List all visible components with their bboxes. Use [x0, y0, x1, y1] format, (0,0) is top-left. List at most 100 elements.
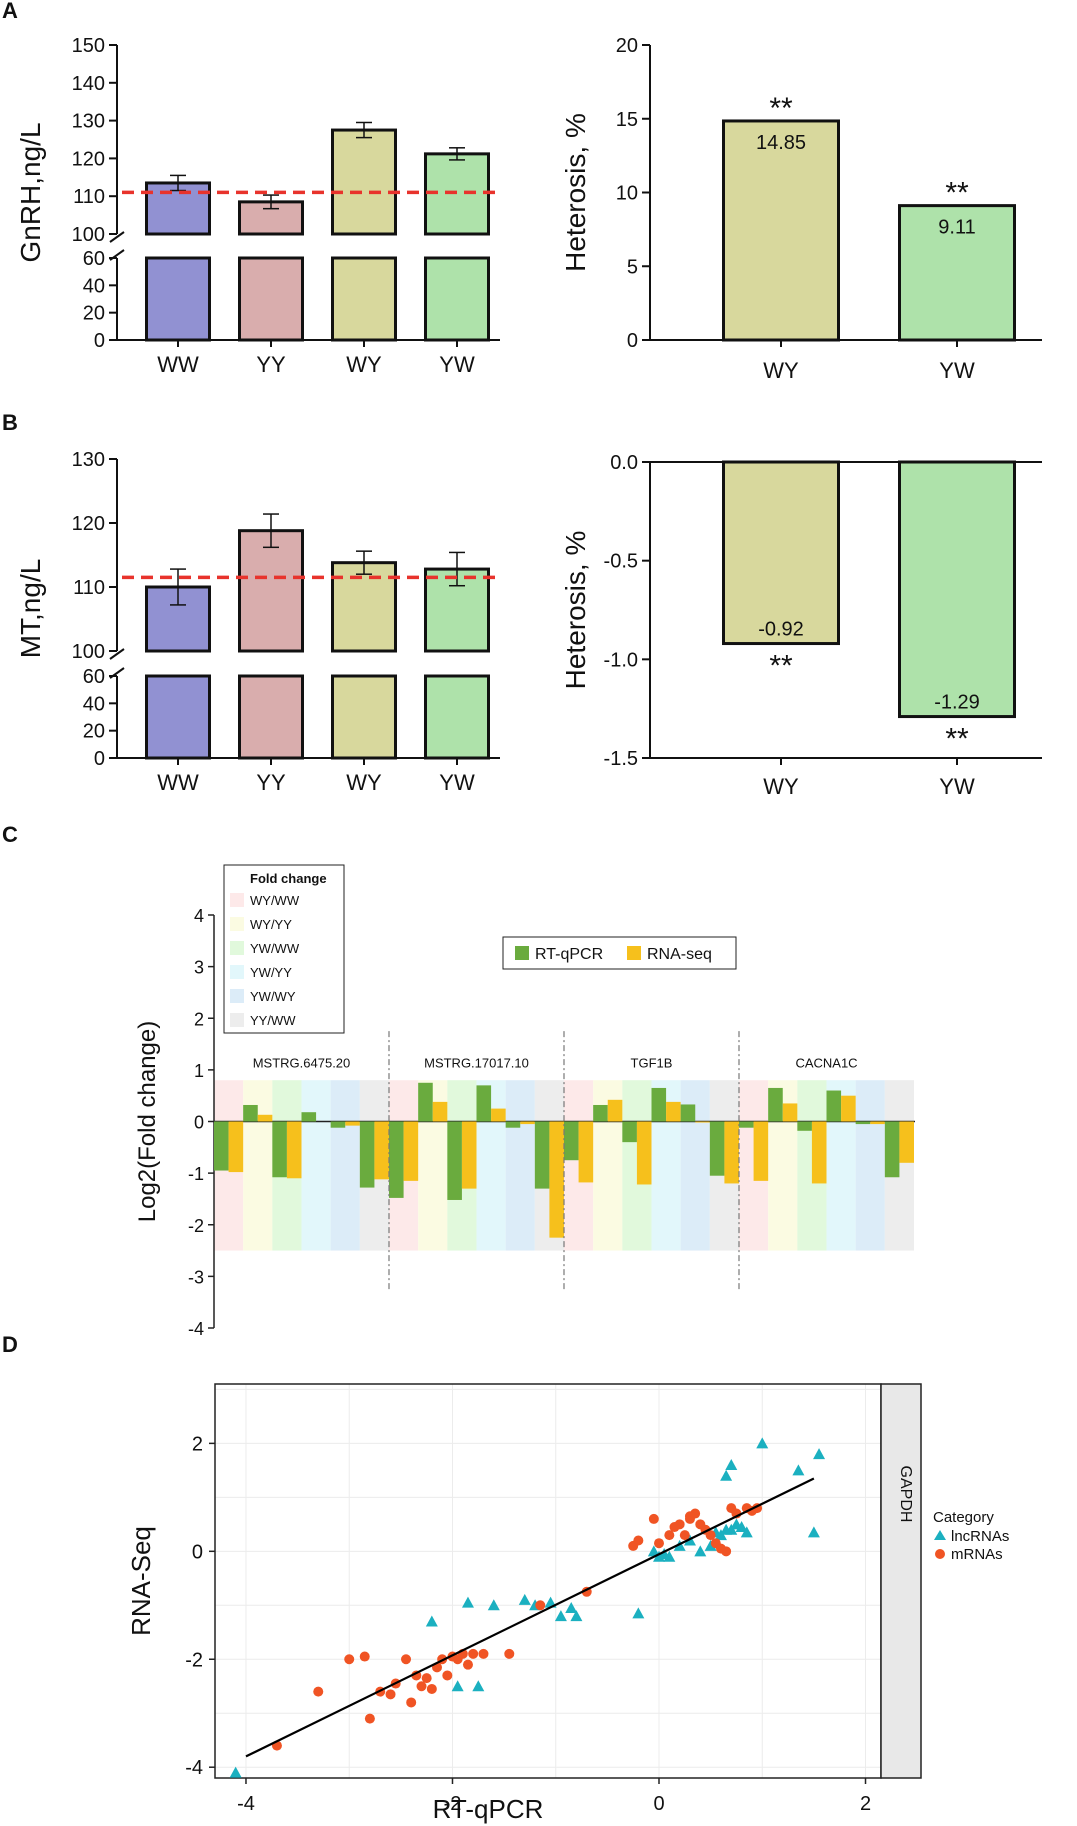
bar-rnaseq	[578, 1121, 594, 1183]
comparison-bg	[505, 1080, 535, 1251]
y-tick-label: -2	[185, 1649, 203, 1671]
y-tick-label: 15	[616, 109, 638, 131]
significance-mark: **	[945, 177, 969, 210]
y-tick-label: -4	[185, 1757, 203, 1779]
point-lncrna	[487, 1599, 500, 1611]
y-axis-title: Heterosis, %	[560, 531, 591, 690]
legend-label-mrna: mRNAs	[951, 1546, 1003, 1563]
bar-rnaseq	[666, 1101, 681, 1122]
point-lncrna	[461, 1596, 474, 1608]
bar-rnaseq	[753, 1121, 769, 1181]
bar-rnaseq	[286, 1121, 302, 1179]
fold-change-legend-label: WY/YY	[250, 917, 292, 932]
y-tick-label: 40	[83, 275, 105, 297]
bar-rnaseq	[636, 1121, 652, 1185]
panel-label-c: C	[2, 822, 18, 847]
point-lncrna	[518, 1593, 531, 1605]
y-tick-label: 20	[83, 303, 105, 325]
point-mrna	[364, 1713, 375, 1724]
point-lncrna	[663, 1550, 676, 1562]
point-mrna	[664, 1530, 675, 1541]
y-tick-label: 0	[94, 748, 105, 770]
bar-rtqpcr	[826, 1090, 842, 1122]
point-lncrna	[554, 1610, 567, 1622]
bar-upper-wy	[331, 561, 397, 653]
y-tick-label: 120	[72, 513, 105, 535]
x-tick-label: YW	[939, 774, 975, 799]
y-tick-label: 140	[72, 73, 105, 95]
fold-change-legend-label: YW/WY	[250, 989, 296, 1004]
bar-rtqpcr	[680, 1104, 696, 1122]
point-mrna	[344, 1654, 355, 1665]
point-mrna	[416, 1681, 427, 1692]
bar-rnaseq	[724, 1121, 739, 1184]
gnrh-heterosis-chart: 0 5 10 15 20 Heterosis, % 14.85 ** WY 9.11 ** YW	[560, 35, 1042, 383]
bar-rtqpcr	[709, 1121, 725, 1176]
bar-rnaseq	[403, 1121, 419, 1181]
y-tick-label: 0	[194, 1113, 204, 1133]
point-lncrna	[756, 1437, 769, 1449]
y-tick-label: 110	[73, 186, 105, 208]
value-label: 14.85	[756, 132, 806, 154]
bar-rnaseq	[899, 1121, 914, 1163]
fit-line	[245, 1477, 815, 1758]
bar-rtqpcr	[739, 1121, 754, 1128]
bar-yw	[898, 204, 1016, 342]
point-mrna	[478, 1648, 489, 1659]
x-tick-label: YW	[439, 352, 475, 377]
point-lncrna	[229, 1766, 242, 1778]
bar-rtqpcr	[359, 1121, 375, 1188]
legend-marker-mrna	[935, 1549, 945, 1559]
x-tick-label: YY	[256, 770, 286, 795]
legend-label-rtqpcr: RT-qPCR	[535, 946, 603, 963]
x-tick-label: -4	[237, 1793, 255, 1815]
y-tick-label: 150	[72, 35, 105, 57]
bar-rnaseq	[782, 1103, 798, 1122]
bar-rtqpcr	[389, 1121, 404, 1198]
bar-rtqpcr	[884, 1121, 900, 1178]
y-tick-label: -1	[188, 1164, 204, 1184]
y-tick-label: 2	[194, 1009, 204, 1029]
point-mrna	[442, 1670, 453, 1681]
bar-rtqpcr	[797, 1121, 812, 1131]
bar-rtqpcr	[651, 1087, 667, 1122]
point-mrna	[654, 1538, 664, 1549]
bar-rtqpcr	[622, 1121, 637, 1143]
fold-change-legend-swatch	[230, 893, 244, 907]
y-tick-label: -2	[188, 1216, 204, 1236]
facet-strip	[880, 1383, 922, 1779]
comparison-bg	[301, 1080, 331, 1251]
point-lncrna	[472, 1680, 485, 1692]
point-lncrna	[673, 1539, 686, 1551]
legend-label-rnaseq: RNA-seq	[647, 946, 712, 963]
point-mrna	[468, 1648, 479, 1659]
y-tick-label: 100	[72, 224, 105, 246]
point-mrna	[705, 1530, 716, 1541]
fold-change-legend-swatch	[230, 1013, 244, 1027]
bar-rtqpcr	[564, 1121, 579, 1161]
bar-wy	[722, 460, 840, 646]
y-axis-title: Log2(Fold change)	[134, 1021, 161, 1222]
point-mrna	[721, 1546, 732, 1557]
x-tick-label: WY	[763, 774, 799, 799]
fold-change-legend-swatch	[230, 965, 244, 979]
y-axis-title: RNA-Seq	[126, 1526, 156, 1636]
point-lncrna	[720, 1469, 733, 1481]
y-tick-label: 1	[194, 1061, 204, 1081]
bar-lower-ww	[145, 674, 211, 760]
point-lncrna	[807, 1526, 820, 1538]
point-mrna	[359, 1651, 370, 1662]
y-tick-label: -1.0	[604, 649, 638, 671]
bar-wy	[722, 119, 840, 342]
bar-upper-yy	[238, 529, 304, 653]
fold-change-legend-label: YY/WW	[250, 1013, 296, 1028]
point-lncrna	[694, 1545, 707, 1557]
y-tick-label: -4	[188, 1319, 204, 1339]
mt-heterosis-chart: 0.0 -0.5 -1.0 -1.5 Heterosis, % -0.92 ** WY -1.2…	[560, 452, 1042, 799]
bar-lower-yw	[424, 674, 490, 760]
y-tick-label: 4	[194, 906, 204, 926]
panel-label-b: B	[2, 410, 18, 435]
value-label: -0.92	[758, 619, 804, 641]
point-lncrna	[632, 1607, 645, 1619]
value-label: 9.11	[938, 217, 975, 239]
